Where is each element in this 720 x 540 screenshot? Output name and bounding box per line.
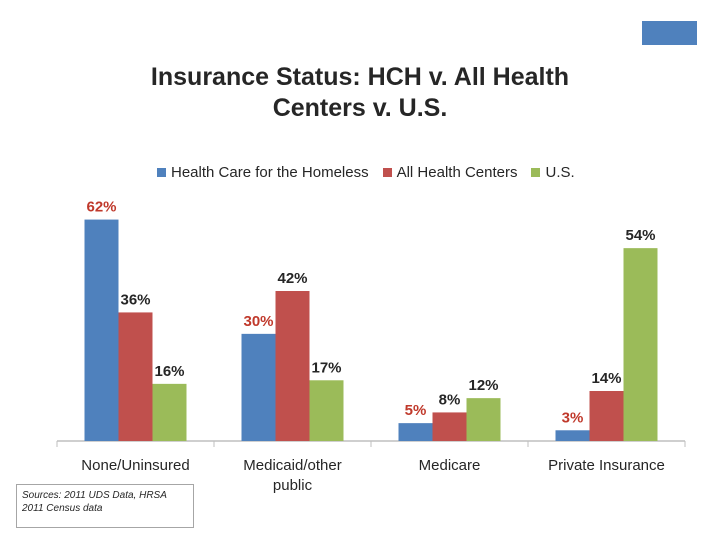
x-tick-label: None/Uninsured bbox=[81, 457, 189, 474]
x-tick-label: Medicaid/other bbox=[243, 457, 341, 474]
sources-line-1: Sources: 2011 UDS Data, HRSA bbox=[22, 490, 167, 501]
bar-all-health-centers bbox=[275, 291, 310, 441]
bar-all-health-centers bbox=[118, 312, 153, 441]
chart-legend: Health Care for the Homeless All Health … bbox=[157, 162, 575, 182]
legend-item-us: U.S. bbox=[531, 163, 575, 181]
bar-us bbox=[309, 380, 344, 441]
x-tick-label: public bbox=[273, 477, 313, 494]
sources-line-2: 2011 Census data bbox=[22, 503, 103, 514]
data-label: 17% bbox=[311, 359, 341, 376]
data-label: 54% bbox=[625, 227, 655, 244]
sources-note: Sources: 2011 UDS Data, HRSA 2011 Census… bbox=[16, 484, 194, 528]
data-label: 16% bbox=[154, 363, 184, 380]
data-label: 62% bbox=[86, 199, 116, 216]
bar-us bbox=[152, 383, 187, 441]
legend-swatch-hch bbox=[157, 167, 166, 177]
bar-all-health-centers bbox=[432, 412, 467, 441]
data-label: 14% bbox=[591, 370, 621, 387]
bar-us bbox=[466, 398, 501, 441]
x-tick-label: Medicare bbox=[419, 457, 481, 474]
legend-swatch-all-health-centers bbox=[382, 167, 392, 177]
data-label: 12% bbox=[468, 377, 498, 394]
bar-hch bbox=[398, 423, 433, 441]
x-tick-label: Private Insurance bbox=[548, 457, 665, 474]
legend-swatch-us bbox=[531, 167, 541, 177]
legend-item-hch: Health Care for the Homeless bbox=[157, 164, 369, 181]
title-line-2: Centers v. U.S. bbox=[272, 94, 448, 122]
legend-label-hch: Health Care for the Homeless bbox=[171, 163, 369, 181]
data-label: 8% bbox=[439, 391, 461, 408]
data-label: 30% bbox=[243, 313, 273, 330]
bar-us bbox=[623, 248, 658, 441]
data-label: 3% bbox=[562, 409, 584, 426]
data-label: 42% bbox=[277, 270, 307, 287]
bar-all-health-centers bbox=[589, 391, 624, 441]
slide-title: Insurance Status: HCH v. All Health Cent… bbox=[60, 62, 660, 124]
legend-item-all-health-centers: All Health Centers bbox=[382, 163, 518, 181]
data-label: 36% bbox=[120, 291, 150, 308]
bar-hch bbox=[241, 333, 276, 441]
corner-accent-box bbox=[642, 21, 697, 45]
bar-hch bbox=[555, 430, 590, 441]
bar-hch bbox=[84, 219, 119, 441]
legend-label-us: U.S. bbox=[545, 163, 575, 181]
legend-label-all-health-centers: All Health Centers bbox=[396, 163, 518, 181]
data-label: 5% bbox=[405, 402, 427, 419]
title-line-1: Insurance Status: HCH v. All Health bbox=[150, 63, 570, 91]
